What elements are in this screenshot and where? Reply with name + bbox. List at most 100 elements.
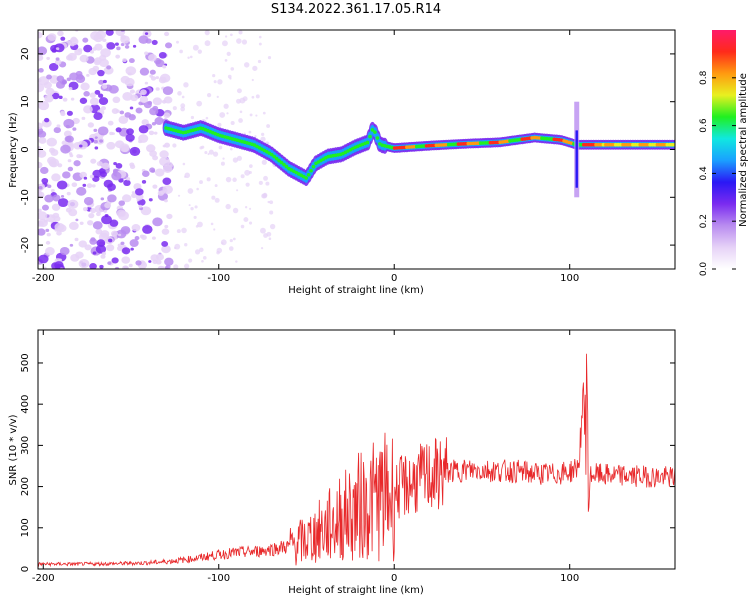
spectrogram-noise-blob [172, 106, 177, 111]
spectrogram-noise-blob [245, 182, 250, 187]
spectrogram-noise-blob [163, 96, 173, 104]
spectrogram-noise-blob [157, 265, 165, 269]
spectrogram-noise-blob [206, 93, 212, 98]
x-tick-label: 100 [560, 273, 579, 284]
spectrogram-noise-blob [115, 54, 121, 59]
spectrogram-noise-blob [243, 217, 249, 223]
y-tick-label: 300 [20, 436, 31, 455]
spectrogram-noise-blob [45, 228, 50, 233]
spectrogram-ridge-core [272, 154, 276, 159]
spectrogram-noise-blob [44, 117, 50, 123]
spectrogram-noise-blob [115, 127, 122, 133]
spectrogram-noise-blob [92, 251, 97, 255]
spectrogram-noise-blob [131, 224, 141, 232]
spectrogram-noise-blob [164, 189, 168, 192]
spectrogram-noise-blob [101, 84, 108, 89]
y-tick-label: 500 [20, 353, 31, 372]
spectrogram-noise-blob [165, 264, 171, 269]
spectrogram-noise-blob [258, 180, 263, 185]
spectrogram-noise-blob [217, 79, 223, 85]
spectrogram-noise-blob [162, 177, 172, 185]
spectrogram-noise-blob [140, 89, 147, 96]
spectrogram-noise-blob [122, 194, 132, 203]
spectrogram-noise-blob [106, 141, 116, 150]
spectrogram-noise-blob [79, 171, 88, 179]
spectrogram-noise-blob [249, 164, 253, 168]
spectrogram-noise-blob [197, 221, 203, 228]
spectrogram-noise-blob [50, 188, 55, 193]
spectrogram-noise-blob [110, 230, 118, 237]
spectrogram-noise-blob [68, 221, 79, 231]
spectrogram-noise-blob [101, 251, 107, 256]
spectrogram-noise-blob [243, 132, 246, 135]
spectrogram-noise-blob [38, 122, 43, 130]
spectrogram-noise-blob [79, 54, 89, 63]
spectrogram-noise-blob [164, 257, 174, 266]
spectrogram-noise-blob [263, 233, 268, 238]
spectrogram-noise-blob [90, 158, 97, 164]
spectrogram-noise-blob [148, 130, 155, 136]
spectrogram-noise-blob [188, 258, 193, 263]
spectrogram-noise-blob [199, 247, 204, 253]
spectrogram-noise-blob [97, 69, 105, 77]
x-tick-label: 0 [391, 573, 397, 584]
spectrogram-noise-blob [120, 35, 130, 44]
spectrogram-noise-blob [154, 117, 164, 125]
spectrogram-noise-blob [149, 69, 156, 75]
spectrogram-noise-blob [205, 116, 209, 120]
spectrogram-noise-blob [43, 81, 52, 89]
spectrogram-noise-blob [183, 263, 190, 269]
spectrogram-noise-blob [151, 169, 156, 173]
spectrogram-noise-blob [157, 190, 164, 196]
spectrogram-noise-blob [75, 218, 79, 222]
spectrogram-noise-blob [148, 198, 153, 202]
spectrogram-noise-blob [227, 74, 232, 79]
spectrogram-noise-blob [96, 211, 101, 217]
spectrogram-noise-blob [232, 177, 237, 183]
spectrogram-noise-blob [240, 174, 245, 179]
x-tick-label: -100 [207, 273, 230, 284]
spectrogram-noise-blob [38, 54, 44, 61]
spectrogram-noise-blob [155, 87, 160, 91]
spectrogram-noise-blob [38, 208, 42, 213]
spectrogram-noise-blob [260, 136, 266, 142]
spectrogram-noise-blob [55, 47, 60, 51]
spectrogram-noise-blob [255, 94, 260, 99]
spectrogram-noise-blob [140, 206, 152, 216]
spectrogram-noise-blob [75, 251, 84, 259]
spectrogram-noise-blob [103, 209, 107, 213]
spectrogram-noise-blob [75, 74, 86, 83]
spectrogram-noise-blob [38, 190, 43, 198]
spectrogram-noise-blob [127, 72, 132, 76]
spectrogram-noise-blob [102, 38, 107, 43]
spectrogram-noise-blob [144, 51, 149, 56]
spectrogram-noise-blob [128, 58, 135, 64]
spectrogram-noise-blob [106, 42, 116, 50]
spectrogram-noise-blob [177, 194, 181, 197]
spectrogram-noise-blob [255, 114, 258, 117]
spectrogram-noise-blob [79, 144, 83, 148]
spectrogram-noise-blob [38, 78, 42, 83]
spectrogram-noise-blob [228, 246, 234, 251]
spectrogram-ridge-core [277, 158, 281, 163]
spectrogram-noise-blob [135, 260, 142, 266]
spectrogram-noise-blob [98, 97, 109, 105]
spectrogram-noise-blob [238, 118, 243, 123]
spectrogram-ridge-core [269, 152, 274, 157]
spectrogram-noise-blob [38, 100, 50, 111]
spectrogram-noise-blob [111, 132, 115, 135]
spectrogram-noise-blob [236, 155, 243, 161]
spectrogram-noise-blob [107, 194, 117, 203]
spectrogram-noise-blob [100, 254, 106, 259]
spectrogram-noise-blob [93, 112, 103, 121]
spectrogram-noise-blob [236, 88, 242, 94]
spectrogram-noise-blob [214, 197, 220, 203]
colorbar-tick-label: 0.8 [699, 70, 709, 85]
spectrogram-noise-blob [131, 193, 137, 199]
spectrogram-noise-blob [65, 124, 70, 129]
spectrogram-noise-blob [195, 224, 199, 228]
spectrogram-noise-blob [131, 191, 136, 194]
spectrogram-noise-blob [176, 229, 181, 234]
spectrogram-noise-blob [151, 236, 156, 240]
colorbar: 0.0 0.2 0.4 0.6 0.8 Normalized spectral ampl… [699, 30, 749, 276]
